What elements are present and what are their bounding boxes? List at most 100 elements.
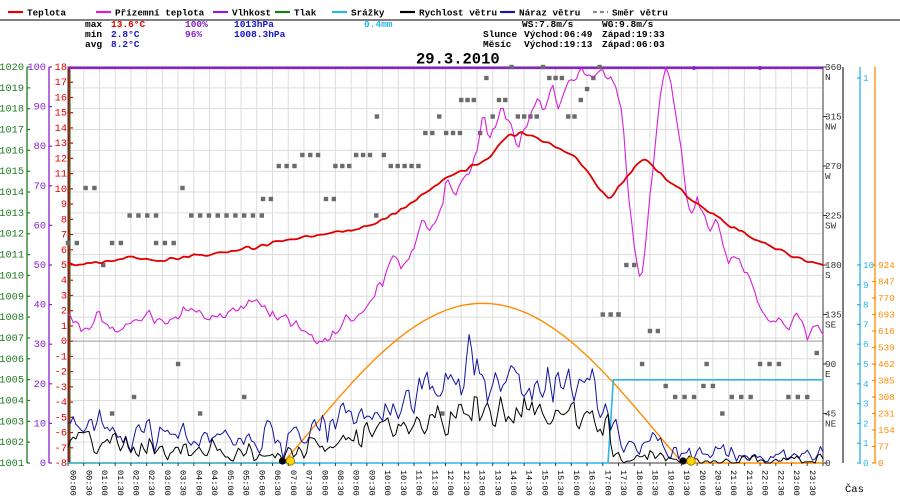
- svg-text:-7: -7: [55, 443, 67, 455]
- svg-text:03:30: 03:30: [178, 470, 188, 496]
- svg-text:40: 40: [34, 300, 46, 312]
- svg-text:1019: 1019: [0, 83, 24, 95]
- svg-text:16:00: 16:00: [571, 470, 581, 496]
- svg-text:-8: -8: [55, 458, 67, 470]
- svg-text:17:30: 17:30: [618, 470, 628, 496]
- svg-text:20: 20: [34, 379, 46, 391]
- svg-text:1018: 1018: [0, 104, 24, 116]
- svg-text:12:00: 12:00: [445, 470, 455, 496]
- svg-text:1009: 1009: [0, 291, 24, 303]
- svg-text:17: 17: [55, 77, 67, 89]
- svg-text:1015: 1015: [0, 166, 24, 178]
- svg-text:19:30: 19:30: [681, 470, 691, 496]
- svg-text:14:00: 14:00: [508, 470, 518, 496]
- svg-text:2: 2: [863, 418, 869, 429]
- svg-text:13: 13: [55, 138, 67, 150]
- svg-text:20:30: 20:30: [713, 470, 723, 496]
- svg-text:Měsíc: Měsíc: [483, 39, 512, 50]
- svg-text:07:00: 07:00: [288, 470, 298, 496]
- svg-text:154: 154: [878, 425, 895, 436]
- svg-text:21:30: 21:30: [744, 470, 754, 496]
- svg-text:NE: NE: [825, 419, 837, 430]
- svg-text:09:30: 09:30: [367, 470, 377, 496]
- svg-text:-2: -2: [55, 367, 67, 379]
- svg-text:96%: 96%: [185, 29, 202, 40]
- svg-text:7: 7: [863, 319, 869, 330]
- svg-text:2: 2: [61, 306, 67, 318]
- svg-text:231: 231: [878, 409, 895, 420]
- svg-text:10:00: 10:00: [382, 470, 392, 496]
- svg-text:22:30: 22:30: [775, 470, 785, 496]
- svg-text:-3: -3: [55, 382, 67, 394]
- svg-text:1007: 1007: [0, 333, 24, 345]
- svg-text:21:00: 21:00: [728, 470, 738, 496]
- svg-text:14: 14: [55, 123, 67, 135]
- svg-text:08:30: 08:30: [335, 470, 345, 496]
- svg-text:Směr větru: Směr větru: [612, 7, 668, 18]
- svg-text:18:30: 18:30: [650, 470, 660, 496]
- svg-text:07:30: 07:30: [304, 470, 314, 496]
- svg-text:15: 15: [55, 108, 67, 120]
- svg-text:06:30: 06:30: [272, 470, 282, 496]
- svg-text:22:00: 22:00: [760, 470, 770, 496]
- svg-text:30: 30: [34, 339, 46, 351]
- svg-text:SE: SE: [825, 320, 837, 331]
- svg-text:16: 16: [55, 93, 67, 105]
- svg-text:1: 1: [863, 438, 869, 449]
- svg-text:12:30: 12:30: [461, 470, 471, 496]
- svg-text:847: 847: [878, 277, 895, 288]
- svg-text:8.2°C: 8.2°C: [111, 39, 140, 50]
- svg-text:11:30: 11:30: [429, 470, 439, 496]
- svg-text:10: 10: [55, 184, 67, 196]
- svg-text:18:00: 18:00: [634, 470, 644, 496]
- svg-text:NW: NW: [825, 122, 837, 133]
- svg-text:80: 80: [34, 141, 46, 153]
- svg-text:04:30: 04:30: [209, 470, 219, 496]
- svg-text:09:00: 09:00: [351, 470, 361, 496]
- svg-text:17:00: 17:00: [602, 470, 612, 496]
- svg-text:1013: 1013: [0, 208, 24, 220]
- svg-text:E: E: [825, 369, 831, 380]
- svg-text:9: 9: [61, 199, 67, 211]
- svg-text:Přízemní teplota: Přízemní teplota: [115, 7, 205, 18]
- svg-text:1008: 1008: [0, 312, 24, 324]
- svg-text:Tlak: Tlak: [294, 7, 317, 18]
- svg-text:5: 5: [61, 260, 67, 272]
- svg-text:-5: -5: [55, 412, 67, 424]
- svg-text:5: 5: [863, 359, 869, 370]
- svg-text:13:30: 13:30: [492, 470, 502, 496]
- svg-text:23:00: 23:00: [791, 470, 801, 496]
- svg-text:77: 77: [878, 442, 889, 453]
- svg-text:1010: 1010: [0, 270, 24, 282]
- svg-text:539: 539: [878, 343, 895, 354]
- svg-text:11:00: 11:00: [414, 470, 424, 496]
- svg-text:N: N: [825, 72, 831, 83]
- svg-text:4: 4: [863, 379, 869, 390]
- svg-text:1006: 1006: [0, 354, 24, 366]
- svg-text:23:30: 23:30: [807, 470, 817, 496]
- svg-text:05:00: 05:00: [225, 470, 235, 496]
- svg-text:1: 1: [863, 73, 869, 84]
- svg-text:1020: 1020: [0, 62, 24, 74]
- svg-text:0: 0: [40, 458, 46, 470]
- svg-text:1017: 1017: [0, 125, 24, 137]
- svg-text:04:00: 04:00: [193, 470, 203, 496]
- svg-text:W: W: [825, 171, 831, 182]
- svg-text:avg: avg: [85, 39, 102, 50]
- svg-text:3: 3: [61, 291, 67, 303]
- svg-text:06:00: 06:00: [256, 470, 266, 496]
- svg-text:693: 693: [878, 310, 895, 321]
- svg-text:-6: -6: [55, 428, 67, 440]
- svg-text:-1: -1: [55, 351, 67, 363]
- svg-text:0: 0: [61, 336, 67, 348]
- svg-text:Teplota: Teplota: [27, 7, 66, 18]
- svg-text:10:30: 10:30: [398, 470, 408, 496]
- svg-text:S: S: [825, 270, 831, 281]
- svg-text:0: 0: [878, 458, 884, 469]
- svg-text:8: 8: [863, 300, 869, 311]
- svg-text:Srážky: Srážky: [351, 7, 385, 18]
- svg-text:1008.3hPa: 1008.3hPa: [234, 29, 286, 40]
- svg-text:12: 12: [55, 153, 67, 165]
- svg-text:19:00: 19:00: [665, 470, 675, 496]
- svg-text:6: 6: [863, 339, 869, 350]
